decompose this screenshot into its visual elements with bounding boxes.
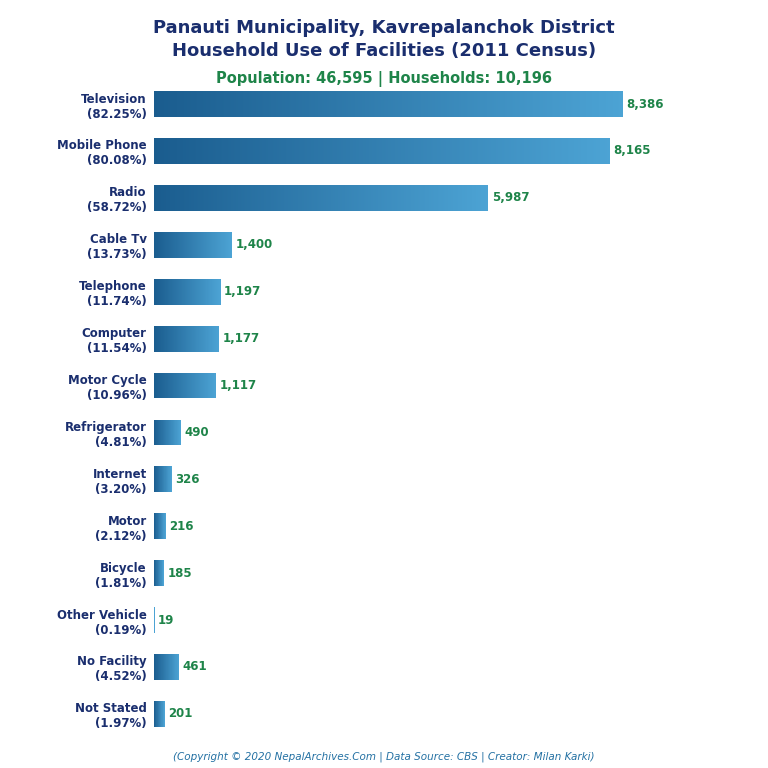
Text: 5,987: 5,987 — [492, 191, 529, 204]
Text: 1,197: 1,197 — [224, 285, 261, 298]
Text: 490: 490 — [184, 426, 209, 439]
Text: 1,117: 1,117 — [220, 379, 257, 392]
Text: 19: 19 — [158, 614, 174, 627]
Text: 8,386: 8,386 — [626, 98, 664, 111]
Text: 326: 326 — [175, 473, 200, 486]
Text: 201: 201 — [168, 707, 193, 720]
Text: 185: 185 — [167, 567, 192, 580]
Text: 1,400: 1,400 — [235, 238, 273, 251]
Text: Panauti Municipality, Kavrepalanchok District: Panauti Municipality, Kavrepalanchok Dis… — [153, 19, 615, 37]
Text: 1,177: 1,177 — [223, 332, 260, 345]
Text: Household Use of Facilities (2011 Census): Household Use of Facilities (2011 Census… — [172, 42, 596, 60]
Text: 216: 216 — [169, 520, 194, 533]
Text: (Copyright © 2020 NepalArchives.Com | Data Source: CBS | Creator: Milan Karki): (Copyright © 2020 NepalArchives.Com | Da… — [174, 751, 594, 762]
Text: Population: 46,595 | Households: 10,196: Population: 46,595 | Households: 10,196 — [216, 71, 552, 87]
Text: 461: 461 — [183, 660, 207, 674]
Text: 8,165: 8,165 — [614, 144, 651, 157]
